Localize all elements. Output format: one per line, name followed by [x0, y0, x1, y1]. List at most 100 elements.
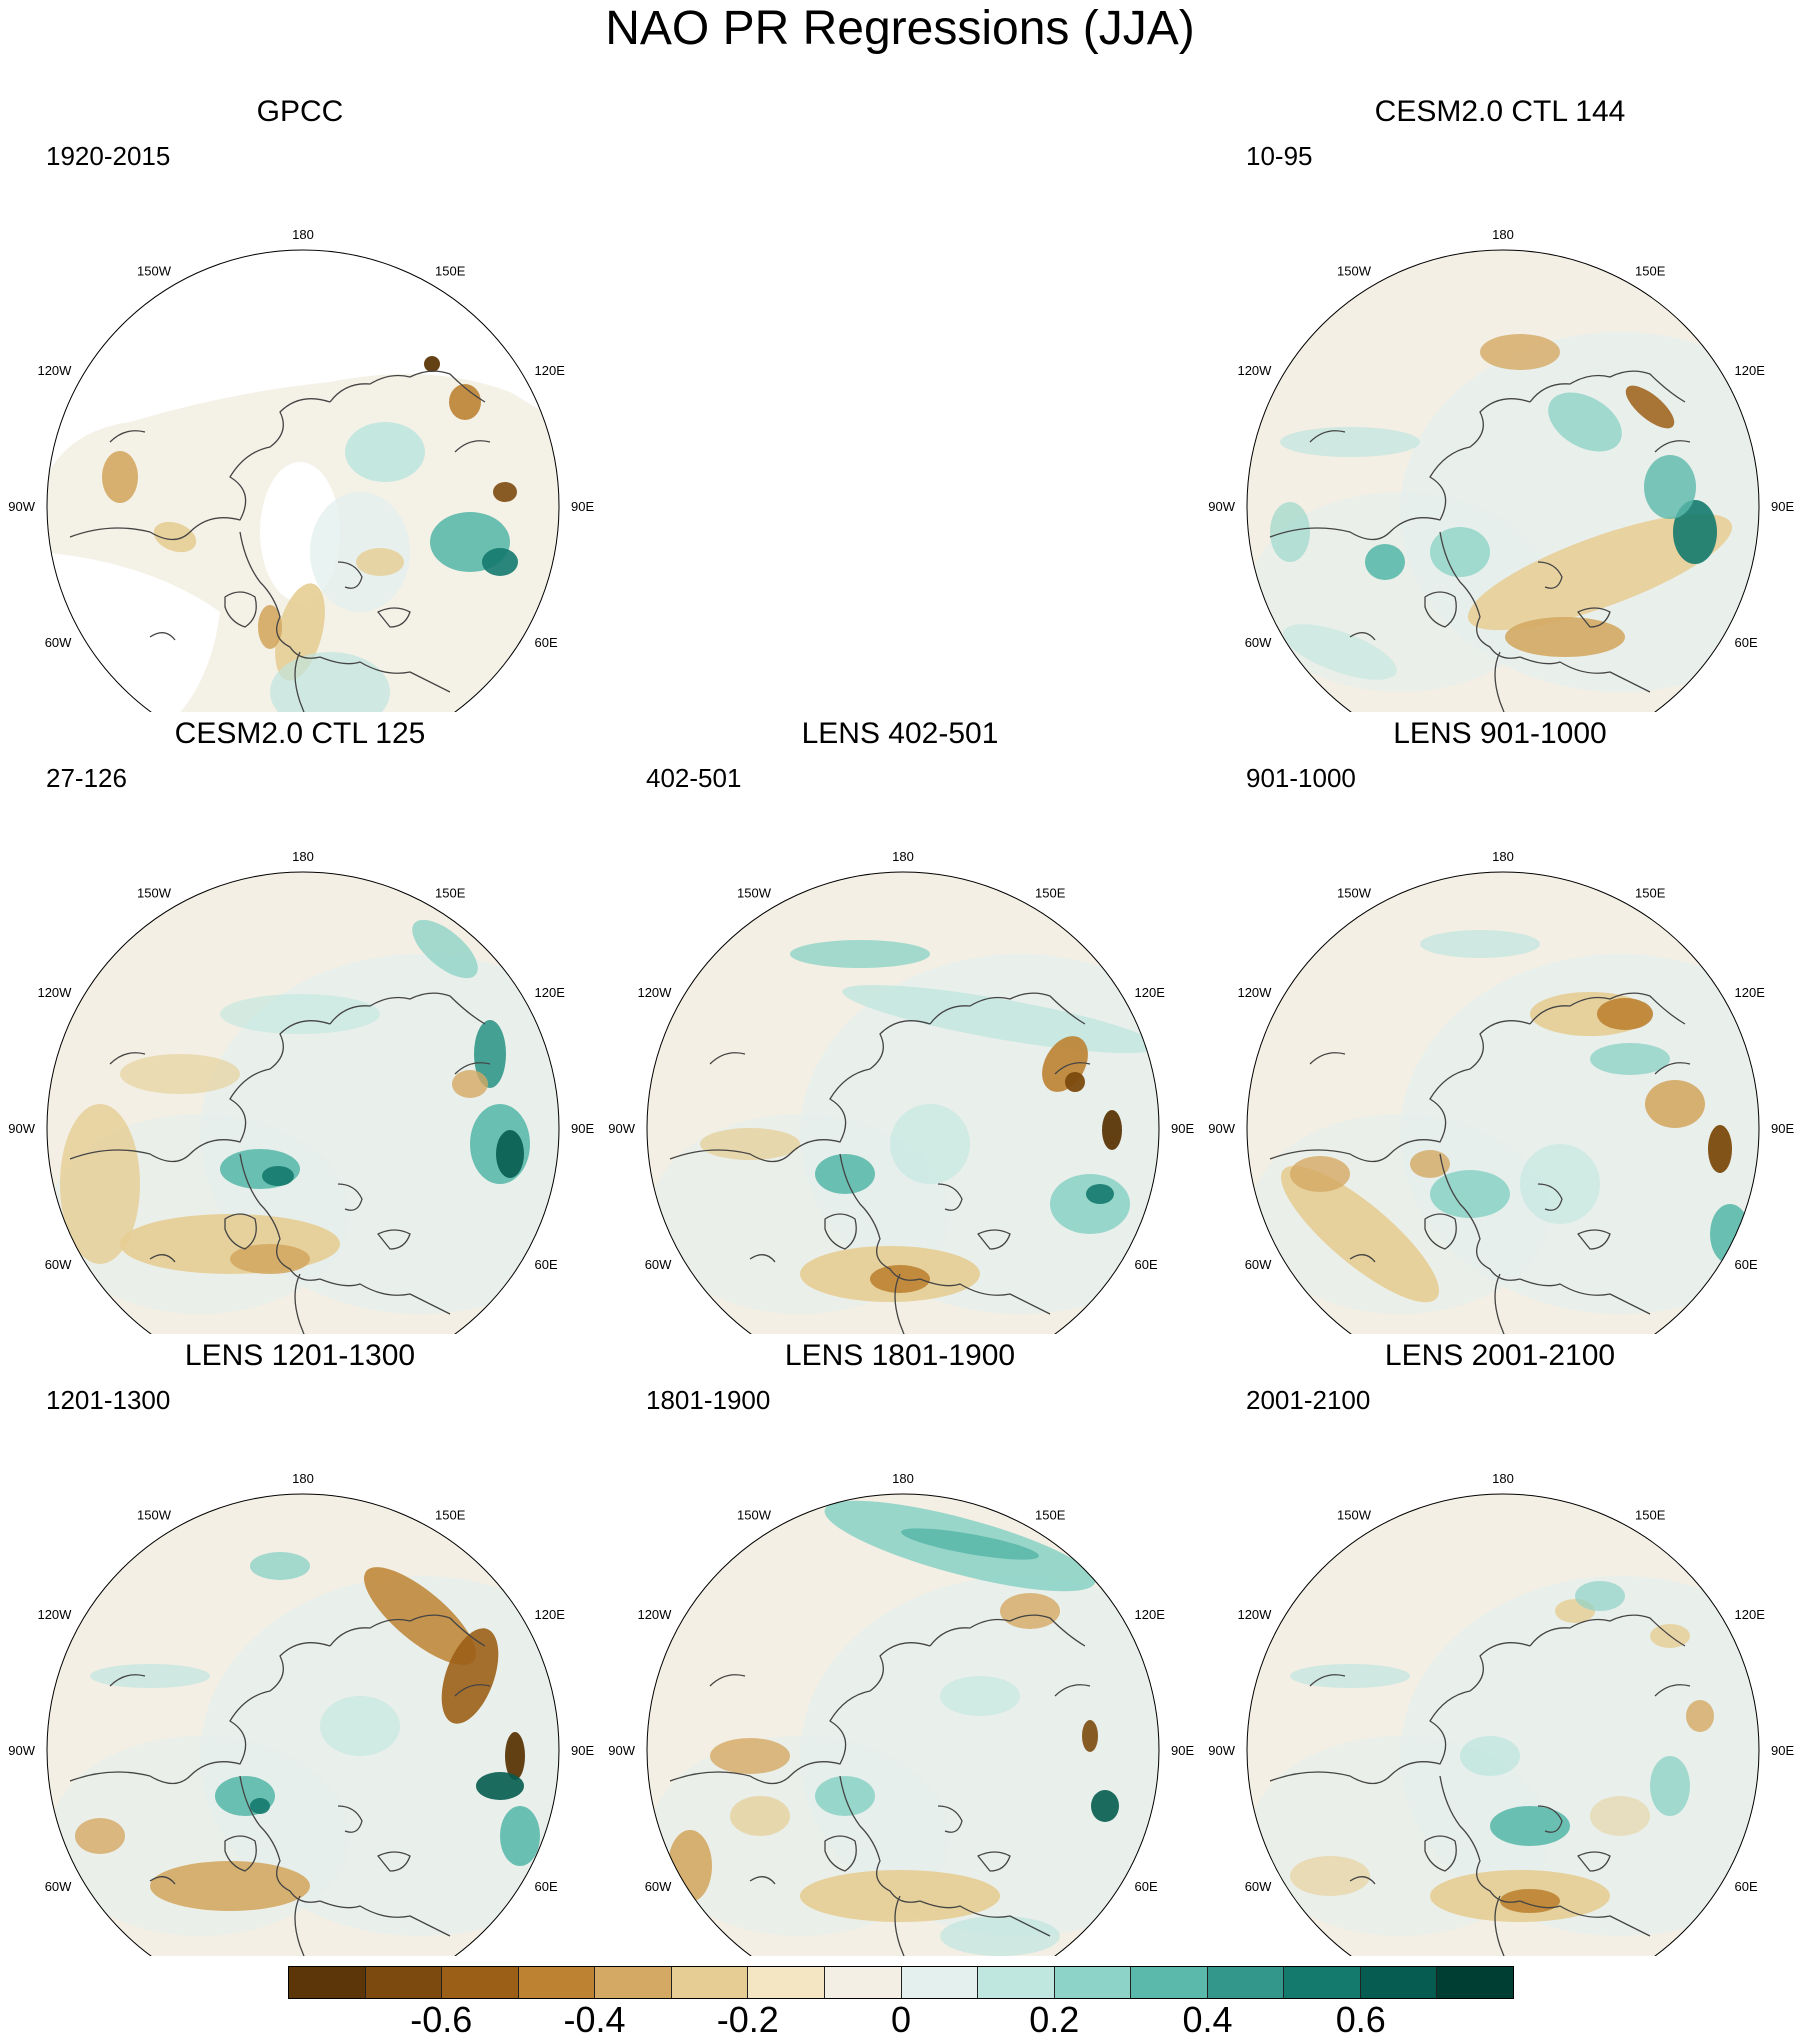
- coastline: [1654, 1062, 1691, 1075]
- panel-period: 1801-1900: [646, 1385, 771, 1415]
- coastline: [919, 1278, 1051, 1315]
- panel-title: LENS 1201-1300: [184, 1339, 416, 1372]
- anomaly-patch: [1082, 1720, 1098, 1752]
- coastline: [919, 1900, 1051, 1937]
- coastline: [377, 1229, 411, 1250]
- coastline: [1269, 1642, 1531, 1785]
- colorbar-swatch: [595, 1967, 672, 1998]
- coastline: [454, 1684, 491, 1697]
- coastline: [1439, 1153, 1521, 1281]
- coastline: [1054, 1684, 1091, 1697]
- coastline: [839, 1153, 921, 1281]
- anomaly-patch: [258, 605, 282, 649]
- anomaly-patch: [270, 652, 390, 712]
- anomaly-patch: [102, 451, 138, 503]
- map-panel-gpcc: GPCC 1920-2015 180150E120E90E60E30E030W6…: [0, 92, 600, 712]
- coastline: [1054, 1062, 1091, 1075]
- coastline: [377, 1851, 411, 1872]
- colorbar-tick-label: 0.4: [1182, 1999, 1233, 2040]
- coastline: [937, 1183, 963, 1211]
- map-boundary: [646, 1493, 1160, 1956]
- coastline: [669, 1642, 931, 1785]
- coastline: [239, 531, 321, 659]
- coastline: [1654, 440, 1691, 453]
- coastline: [1537, 1805, 1563, 1833]
- coastline: [894, 1273, 921, 1334]
- longitude-label: 90E: [1771, 1121, 1794, 1136]
- anomaly-patch: [1430, 1170, 1510, 1218]
- anomaly-patch: [940, 1676, 1020, 1716]
- colorbar-tick-label: -0.6: [410, 1999, 473, 2040]
- anomaly-patch: [476, 1772, 524, 1800]
- map-panel-lens2001: LENS 2001-2100 2001-2100 180 150E 120E 90E 6…: [1200, 1336, 1800, 1956]
- coastline: [709, 1674, 746, 1687]
- anomaly-patch: [441, 1628, 499, 1724]
- coastline: [1519, 1900, 1651, 1937]
- longitude-label: 150W: [737, 1507, 772, 1522]
- coastline: [1309, 1674, 1346, 1687]
- coastline: [224, 1213, 257, 1250]
- coastline: [1439, 1775, 1521, 1903]
- coastline: [329, 992, 486, 1025]
- anomaly-patch: [1590, 1043, 1670, 1075]
- panel-period: 901-1000: [1246, 763, 1356, 793]
- anomaly-patch: [1086, 1184, 1114, 1204]
- map-panel-lens1201: LENS 1201-1300 1201-1300 180 150E 120E 90E 6…: [0, 1336, 600, 1956]
- longitude-label: 60E: [535, 1879, 558, 1894]
- map-boundary: [46, 249, 560, 712]
- longitude-label: 90E: [1171, 1743, 1194, 1758]
- longitude-label: 90W: [8, 1743, 35, 1758]
- anomaly-patch: [1290, 1856, 1370, 1896]
- anomaly-patch: [1460, 1736, 1520, 1776]
- longitude-label: 150W: [1337, 263, 1372, 278]
- anomaly-patch: [1091, 1790, 1119, 1822]
- polar-map: 180150E120E90E60E30E030W60W90W120W150W: [1208, 1471, 1794, 1956]
- polar-map: 180150E120E90E60E30E030W60W90W120W150W: [608, 849, 1194, 1334]
- field-layer: [650, 1500, 1159, 1956]
- anomaly-patch: [1650, 1756, 1690, 1816]
- longitude-label: 150E: [1635, 1507, 1666, 1522]
- colorbar-swatch: [289, 1967, 366, 1998]
- longitude-label: 90W: [608, 1743, 635, 1758]
- coastline: [749, 1254, 776, 1263]
- polar-map: 180150E120E90E60E30E030W60W90W120W150W: [1208, 227, 1794, 712]
- anomaly-patch: [505, 1732, 525, 1780]
- coastline: [1577, 607, 1611, 628]
- map-panel-cesm125: CESM2.0 CTL 125 27-126 180 150E 120E 90E 60E…: [0, 714, 600, 1334]
- colorbar-swatch: [1207, 1967, 1285, 1998]
- panel-title: LENS 1801-1900: [784, 1339, 1016, 1372]
- coastline: [894, 1895, 921, 1956]
- colorbar-swatch: [978, 1967, 1055, 1998]
- longitude-label: 150E: [1035, 1507, 1066, 1522]
- colorbar-boxes: [288, 1966, 1514, 1999]
- map-panel-lens402: LENS 402-501 402-501 180150E120E90E60E30…: [600, 714, 1200, 1334]
- anomaly-patch: [1467, 513, 1733, 631]
- colorbar-tick-label: 0.2: [1029, 1999, 1080, 2040]
- longitude-label: 150E: [1635, 885, 1666, 900]
- field-layer: [1250, 930, 1759, 1334]
- anomaly-patch: [1065, 1072, 1085, 1092]
- coastline: [1577, 1851, 1611, 1872]
- coastline: [669, 1020, 931, 1163]
- longitude-label: 60E: [535, 1257, 558, 1272]
- panel-title: LENS 901-1000: [1393, 717, 1607, 750]
- colorbar-swatch: [671, 1967, 749, 1998]
- longitude-label: 120E: [535, 985, 566, 1000]
- longitude-label: 60E: [1735, 1257, 1758, 1272]
- longitude-label: 90E: [571, 1743, 594, 1758]
- longitude-label: 180: [292, 849, 314, 864]
- coastline: [377, 607, 411, 628]
- longitude-label: 60E: [1735, 635, 1758, 650]
- anomaly-patch: [1708, 1125, 1732, 1173]
- colorbar-tick-label: -0.4: [563, 1999, 626, 2040]
- coastline: [1529, 992, 1686, 1025]
- longitude-label: 120W: [37, 985, 72, 1000]
- longitude-label: 120E: [535, 1607, 566, 1622]
- coastline: [69, 1642, 331, 1785]
- anomaly-patch: [1575, 1581, 1625, 1611]
- longitude-label: 90W: [1208, 1121, 1235, 1136]
- coastline: [337, 1183, 363, 1211]
- coastline: [329, 370, 486, 403]
- coastline: [1349, 1254, 1376, 1263]
- colorbar: -0.6 -0.4 -0.2 0 0.2 0.4 0.6: [288, 1966, 1514, 2040]
